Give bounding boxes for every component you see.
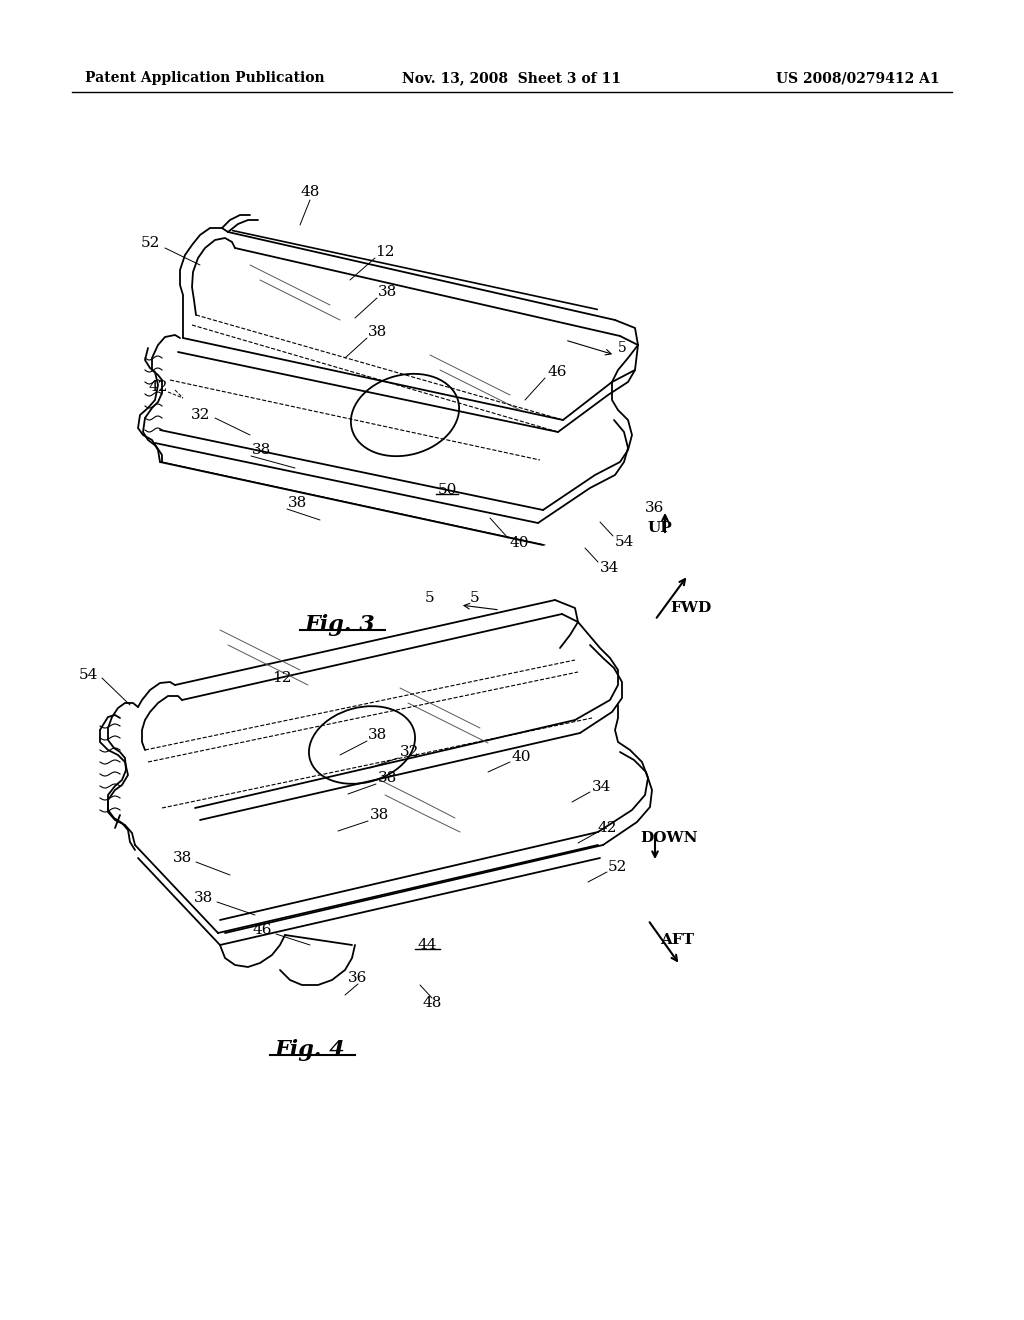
Text: 38: 38 <box>378 771 397 785</box>
Text: DOWN: DOWN <box>640 832 697 845</box>
Text: FWD: FWD <box>670 601 712 615</box>
Text: 38: 38 <box>252 444 271 457</box>
Text: 38: 38 <box>370 808 389 822</box>
Text: UP: UP <box>648 521 673 535</box>
Text: 50: 50 <box>437 483 457 498</box>
Text: 36: 36 <box>348 972 368 985</box>
Text: 34: 34 <box>600 561 620 576</box>
Text: US 2008/0279412 A1: US 2008/0279412 A1 <box>776 71 940 84</box>
Text: 42: 42 <box>597 821 616 836</box>
Text: 12: 12 <box>272 671 292 685</box>
Text: 48: 48 <box>422 997 441 1010</box>
Text: 42: 42 <box>148 380 168 393</box>
Text: 46: 46 <box>548 366 567 379</box>
Text: Nov. 13, 2008  Sheet 3 of 11: Nov. 13, 2008 Sheet 3 of 11 <box>402 71 622 84</box>
Text: 46: 46 <box>253 923 272 937</box>
Text: AFT: AFT <box>660 933 694 946</box>
Text: 5: 5 <box>618 341 627 355</box>
Text: 38: 38 <box>368 729 387 742</box>
Text: 38: 38 <box>378 285 397 300</box>
Text: 38: 38 <box>173 851 193 865</box>
Text: 32: 32 <box>190 408 210 422</box>
Text: 5: 5 <box>425 591 435 605</box>
Text: Patent Application Publication: Patent Application Publication <box>85 71 325 84</box>
Text: 54: 54 <box>79 668 98 682</box>
Text: 40: 40 <box>510 536 529 550</box>
Text: 34: 34 <box>592 780 611 795</box>
Text: 12: 12 <box>375 246 394 259</box>
Text: 54: 54 <box>615 535 635 549</box>
Text: 40: 40 <box>512 750 531 764</box>
Text: Fig. 3: Fig. 3 <box>304 614 376 636</box>
Text: 5: 5 <box>470 591 480 605</box>
Text: 38: 38 <box>368 325 387 339</box>
Text: 32: 32 <box>400 744 420 759</box>
Text: 38: 38 <box>194 891 213 906</box>
Text: 52: 52 <box>608 861 628 874</box>
Text: 36: 36 <box>645 502 665 515</box>
Text: 48: 48 <box>300 185 319 199</box>
Text: Fig. 4: Fig. 4 <box>274 1039 345 1061</box>
Text: 52: 52 <box>140 236 160 249</box>
Text: 38: 38 <box>288 496 307 510</box>
Text: 44: 44 <box>417 939 437 952</box>
